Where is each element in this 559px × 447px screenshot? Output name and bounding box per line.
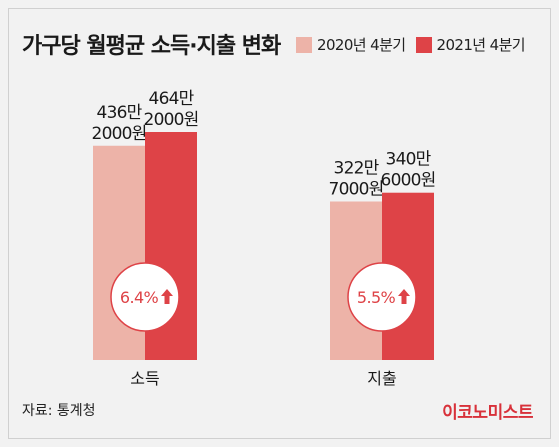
up-arrow-icon [161, 289, 173, 304]
source-note: 자료: 통계청 [22, 403, 96, 419]
legend-label-2021: 2021년 4분기 [436, 36, 526, 54]
data-label-expense-2021: 340만 6000원 [381, 150, 436, 191]
growth-text-expense: 5.5% [357, 288, 396, 307]
legend-swatch-2020 [296, 36, 312, 53]
up-arrow-icon [398, 289, 410, 304]
growth-text-income: 6.4% [120, 288, 159, 307]
growth-badge-expense [347, 262, 417, 332]
data-label-expense-2020: 322만 7000원 [329, 159, 384, 200]
data-label-income-2020: 436만 2000원 [92, 103, 147, 144]
legend-item-2020: 2020년 4분기 [296, 34, 406, 55]
legend: 2020년 4분기 2021년 4분기 [296, 34, 535, 55]
legend-label-2020: 2020년 4분기 [317, 36, 406, 54]
brand-logo: 이코노미스트 [442, 403, 533, 423]
data-label-income-2021: 464만 2000원 [144, 89, 199, 130]
legend-item-2021: 2021년 4분기 [415, 34, 526, 55]
category-label-income: 소득 [130, 369, 159, 388]
chart-title: 가구당 월평균 소득·지출 변화 [22, 34, 281, 59]
category-label-expense: 지출 [367, 369, 396, 388]
legend-swatch-2021 [415, 36, 432, 53]
growth-badge-income [110, 262, 180, 332]
